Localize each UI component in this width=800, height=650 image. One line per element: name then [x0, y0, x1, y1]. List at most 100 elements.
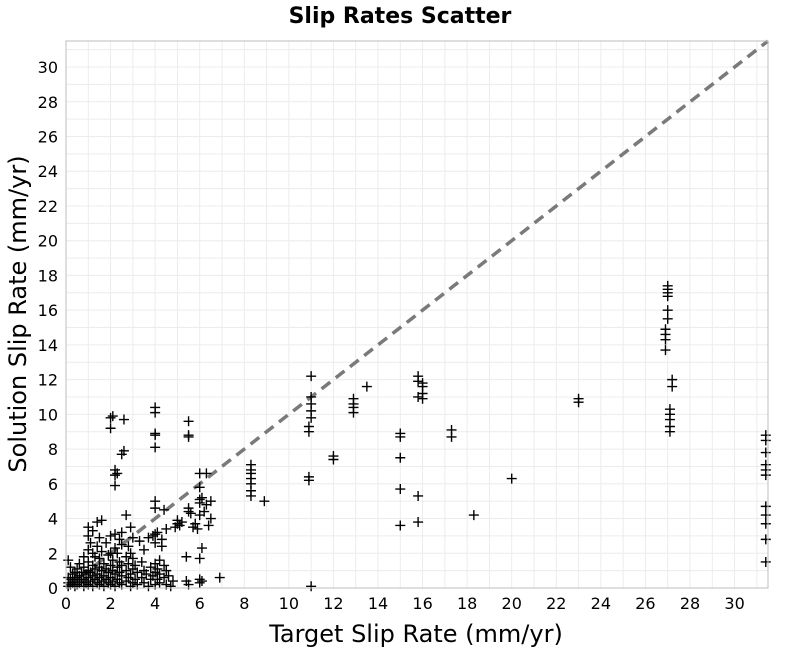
data-point — [165, 581, 176, 592]
data-point — [112, 562, 123, 573]
data-point — [132, 567, 143, 578]
data-point — [134, 536, 145, 547]
data-point — [127, 553, 138, 564]
data-point — [181, 551, 192, 562]
y-tick-label: 10 — [38, 405, 58, 424]
data-point — [172, 515, 183, 526]
data-point — [152, 527, 163, 538]
data-point — [306, 371, 317, 382]
x-axis-label: Target Slip Rate (mm/yr) — [268, 620, 563, 648]
data-point — [196, 576, 207, 587]
data-point — [123, 541, 134, 552]
data-point — [94, 532, 105, 543]
data-point — [167, 576, 178, 587]
data-point — [154, 577, 165, 588]
data-point — [306, 581, 317, 592]
data-point — [205, 496, 216, 507]
data-point — [161, 565, 172, 576]
data-point — [259, 496, 270, 507]
data-point — [159, 572, 170, 583]
y-axis-label: Solution Slip Rate (mm/yr) — [4, 155, 32, 472]
data-point — [105, 412, 116, 423]
data-point — [417, 378, 428, 389]
data-point — [101, 537, 112, 548]
data-point — [96, 546, 107, 557]
data-point — [245, 459, 256, 470]
data-point — [118, 414, 129, 425]
data-point — [116, 560, 127, 571]
data-point — [110, 480, 121, 491]
data-point — [183, 506, 194, 517]
data-point — [96, 515, 107, 526]
data-point — [203, 520, 214, 531]
data-point — [395, 520, 406, 531]
data-point — [152, 563, 163, 574]
data-point — [130, 560, 141, 571]
data-point — [107, 411, 118, 422]
data-point — [94, 553, 105, 564]
data-point — [92, 577, 103, 588]
data-point — [183, 416, 194, 427]
data-point — [395, 428, 406, 439]
data-point — [110, 529, 121, 540]
data-point — [156, 534, 167, 545]
data-point — [92, 541, 103, 552]
data-point — [78, 551, 89, 562]
data-point — [192, 523, 203, 534]
data-point — [662, 313, 673, 324]
data-point — [214, 572, 225, 583]
data-point — [303, 421, 314, 432]
y-tick-label: 8 — [48, 440, 58, 459]
x-tick-labels: 0 2 4 6 8 10 12 14 16 18 20 22 24 26 28 30 — [61, 594, 745, 613]
x-tick-label: 28 — [680, 594, 700, 613]
data-point — [103, 550, 114, 561]
y-tick-label: 0 — [48, 579, 58, 598]
x-tick-label: 6 — [195, 594, 205, 613]
data-point — [194, 482, 205, 493]
data-point — [76, 567, 87, 578]
y-tick-label: 6 — [48, 475, 58, 494]
x-tick-label: 18 — [457, 594, 477, 613]
data-point — [306, 391, 317, 402]
data-point — [662, 305, 673, 316]
data-point — [125, 522, 136, 533]
data-point — [114, 534, 125, 545]
data-point — [85, 537, 96, 548]
y-tick-label: 14 — [38, 336, 58, 355]
data-point — [76, 576, 87, 587]
x-tick-label: 10 — [279, 594, 299, 613]
y-tick-label: 20 — [38, 232, 58, 251]
data-point — [664, 404, 675, 415]
data-point — [199, 506, 210, 517]
y-tick-label: 12 — [38, 371, 58, 390]
data-point — [194, 553, 205, 564]
data-point — [125, 569, 136, 580]
data-point — [159, 560, 170, 571]
data-point — [662, 280, 673, 291]
data-point — [112, 468, 123, 479]
data-point — [143, 581, 154, 592]
y-tick-label: 24 — [38, 162, 58, 181]
data-point — [130, 574, 141, 585]
data-point — [81, 577, 92, 588]
data-point — [83, 530, 94, 541]
data-point — [85, 576, 96, 587]
data-point — [112, 548, 123, 559]
data-point — [446, 424, 457, 435]
y-tick-label: 2 — [48, 544, 58, 563]
data-point — [205, 513, 216, 524]
grid — [66, 41, 768, 588]
data-point — [660, 345, 671, 356]
data-point — [176, 517, 187, 528]
data-point — [413, 490, 424, 501]
data-point — [110, 543, 121, 554]
data-point — [361, 381, 372, 392]
data-point — [183, 430, 194, 441]
x-tick-label: 20 — [502, 594, 522, 613]
x-tick-label: 4 — [150, 594, 160, 613]
data-point — [328, 451, 339, 462]
data-point — [760, 447, 771, 458]
data-point — [760, 510, 771, 521]
data-point — [141, 569, 152, 580]
y-tick-label: 22 — [38, 197, 58, 216]
